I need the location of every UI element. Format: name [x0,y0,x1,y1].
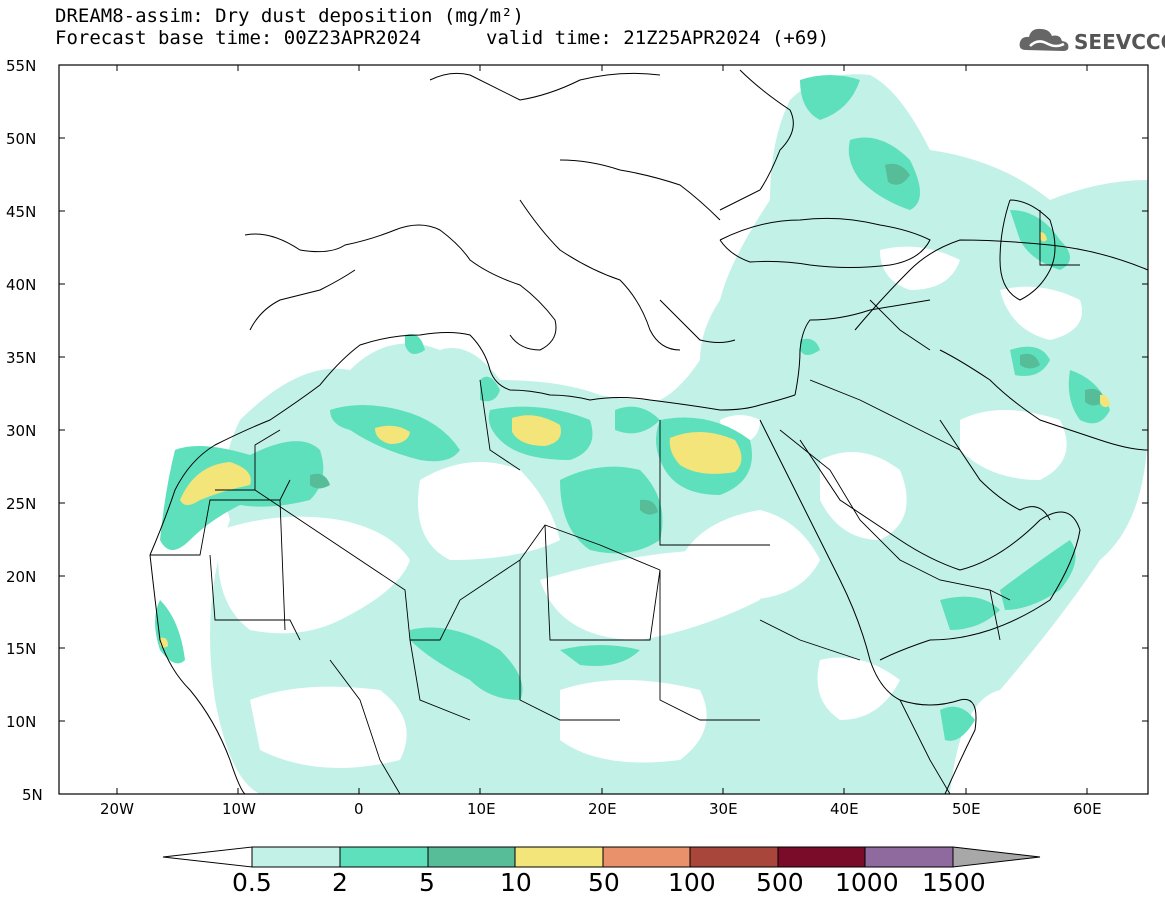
coastlines [149,69,1148,794]
lat-label: 5N [22,786,43,804]
lon-label: 20W [100,800,134,818]
lat-label: 20N [6,568,37,586]
axis-ticks [59,65,1148,794]
country-borders [150,210,1080,794]
colorbar-label: 10 [500,868,532,897]
colorbar-swatch-3 [514,846,604,868]
lat-label: 50N [6,130,37,148]
lat-label: 40N [6,276,37,294]
logo-text: SEEVCCC [1074,30,1165,54]
colorbar-swatch-4 [602,846,691,868]
colorbar-swatch-2 [427,846,516,868]
colorbar-label: 2 [332,868,348,897]
lon-label: 60E [1073,800,1102,818]
seevccc-logo: SEEVCCC [1018,24,1165,58]
colorbar-label: 100 [668,868,716,897]
colorbar-label: 500 [756,868,804,897]
deposition-fields [155,74,1148,794]
lon-label: 50E [952,800,981,818]
valid-time: valid time: 21Z25APR2024 (+69) [486,27,830,49]
colorbar-over-arrow [952,846,1041,868]
lat-label: 55N [6,57,37,75]
lat-label: 15N [6,640,37,658]
colorbar-label: 0.5 [232,868,272,897]
colorbar-swatch-1 [339,846,429,868]
colorbar-label: 5 [419,868,435,897]
lon-label: 10E [467,800,496,818]
lat-label: 30N [6,422,37,440]
colorbar-swatch-7 [864,846,954,868]
colorbar-swatch-5 [689,846,779,868]
lat-label: 35N [6,349,37,367]
colorbar-swatch-6 [777,846,866,868]
colorbar-label: 1000 [835,868,899,897]
lon-label: 30E [709,800,738,818]
map-title: DREAM8-assim: Dry dust deposition (mg/m²… [55,5,524,27]
contour-5 [310,163,1105,515]
colorbar-label: 50 [588,868,620,897]
colorbar-label: 1500 [922,868,986,897]
lat-label: 45N [6,203,37,221]
colorbar [162,846,1041,868]
colorbar-swatch-0 [251,846,341,868]
contour-10 [160,232,1110,648]
lat-label: 25N [6,495,37,513]
lat-label: 10N [6,713,37,731]
lon-label: 40E [830,800,859,818]
lon-label: 10W [222,800,256,818]
colorbar-under-arrow [162,846,253,868]
forecast-base-time: Forecast base time: 00Z23APR2024 [55,27,422,49]
lon-label: 20E [588,800,617,818]
cloud-icon [1019,28,1069,51]
lon-label: 0 [354,800,364,818]
